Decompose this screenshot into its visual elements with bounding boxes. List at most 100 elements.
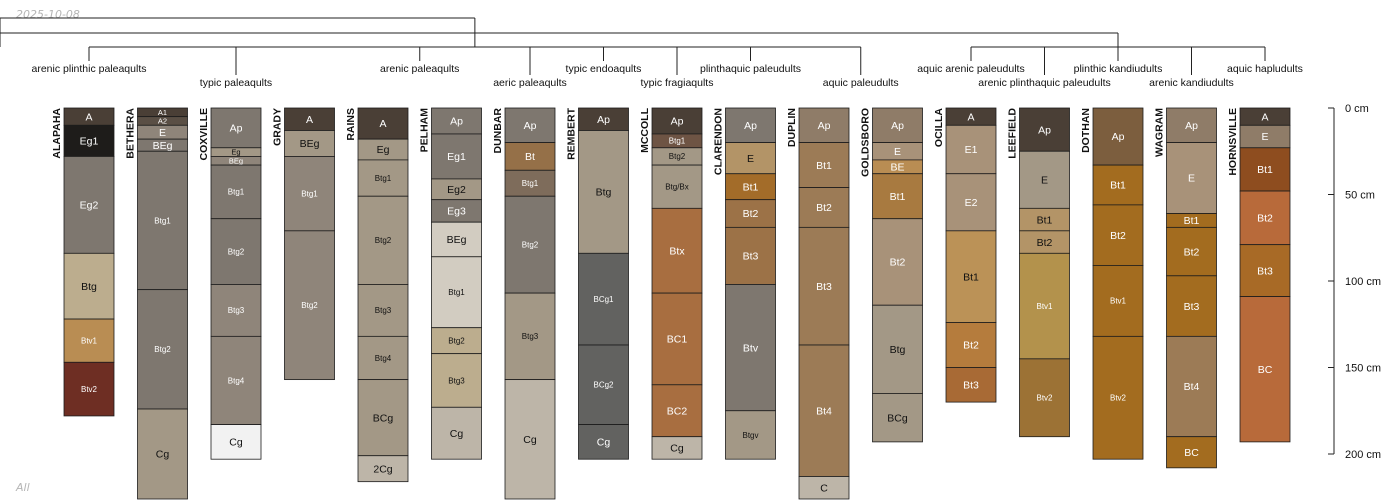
horizon-label: Bt2 [1110, 230, 1126, 242]
horizon-ap [651, 107, 703, 135]
horizon-label: Btg3 [448, 376, 465, 385]
profile-mccoll: Ap Btg1 Btg2 Btg/Bx Btx BC1 BC2 Cg MCCOLL [639, 107, 703, 460]
profile-name: ALAPAHA [51, 108, 63, 159]
horizon-label: Ap [450, 116, 463, 128]
profile-dothan: Ap Bt1 Bt2 Btv1 Btv2 DOTHAN [1080, 107, 1144, 460]
horizon-label: Btg1 [669, 137, 686, 146]
horizon-label: BEg [447, 234, 467, 246]
horizon-e [1019, 150, 1070, 209]
profile-name: HORNSVILLE [1227, 108, 1239, 176]
horizon-label: Btg2 [375, 236, 392, 245]
horizon-ap [1092, 107, 1144, 166]
horizon-btg3 [210, 284, 262, 337]
horizon-btg1 [357, 159, 409, 197]
dendrogram [0, 17, 1266, 75]
profile-name: DUPLIN [786, 108, 798, 147]
taxon-label-plinthaquic-paleudults: plinthaquic paleudults [700, 63, 801, 75]
horizon-label: Ap [671, 116, 684, 128]
horizon-label: Bt1 [816, 160, 832, 172]
depth-tick-label: 50 cm [1345, 190, 1375, 202]
horizon-label: Ap [230, 123, 243, 135]
horizon-ap [1019, 107, 1070, 152]
horizon-cg [137, 408, 188, 500]
horizon-btg2 [431, 327, 482, 355]
horizon-label: A [379, 118, 386, 130]
horizon-label: Cg [156, 449, 170, 461]
horizon-label: Btg3 [375, 306, 392, 315]
horizon-cg [578, 424, 629, 460]
horizon-btv [725, 284, 776, 412]
horizon-label: A1 [158, 108, 167, 117]
horizon-label: Btg1 [522, 179, 539, 188]
horizon-btv2 [1019, 358, 1070, 438]
horizon-cg [504, 379, 556, 500]
horizon-label: Cg [597, 437, 611, 449]
profile-name: COXVILLE [198, 108, 210, 161]
taxon-label-aquic-paleudults: aquic paleudults [823, 77, 899, 89]
taxon-label-aquic-hapludults: aquic hapludults [1227, 63, 1303, 75]
horizon-label: Btx [669, 245, 685, 257]
profile-name: MCCOLL [639, 107, 651, 152]
depth-axis: 0 cm 50 cm 100 cm 150 cm 200 cm [1328, 103, 1381, 461]
horizon-btg3 [431, 353, 482, 408]
horizon-label: Cg [670, 443, 684, 455]
horizon-bc [1166, 436, 1217, 469]
horizon-label: Bt3 [1257, 265, 1273, 277]
profile-name: OCILLA [933, 108, 945, 147]
horizon-label: Btv2 [81, 385, 98, 394]
profile-leefield: Ap E Bt1 Bt2 Btv1 Btv2 LEEFIELD [1007, 107, 1070, 438]
horizon-e [725, 142, 776, 175]
taxon-label-arenic-kandiudults: arenic kandiudults [1149, 77, 1234, 89]
horizon-beg [284, 130, 335, 157]
horizon-label: Ap [524, 120, 537, 132]
horizon-bt2 [872, 218, 923, 306]
horizon-btg2 [284, 230, 335, 381]
horizon-label: C [820, 482, 828, 494]
horizon-label: Btv1 [1110, 297, 1127, 306]
horizon-label: Eg [377, 144, 390, 156]
horizon-a [357, 107, 409, 140]
horizon-bt3 [945, 367, 997, 403]
horizon-label: Cg [229, 437, 243, 449]
horizon-bt2 [1092, 204, 1144, 266]
taxon-label-typic-endoaqults: typic endoaqults [566, 63, 642, 75]
horizon-label: BEg [153, 140, 173, 152]
profile-name: LEEFIELD [1007, 108, 1019, 159]
horizon-cg [210, 424, 262, 460]
horizon-bcg1 [578, 252, 629, 346]
horizon-btg4 [357, 335, 409, 381]
depth-tick-label: 150 cm [1345, 363, 1381, 375]
horizon-label: BC1 [667, 334, 688, 346]
horizon-label: E [1188, 173, 1195, 185]
horizon-bt1 [798, 142, 850, 188]
horizon-bt2 [798, 187, 850, 228]
horizon-label: Btg2 [448, 336, 465, 345]
horizon-label: Btg [890, 344, 906, 356]
horizon-label: Btg1 [228, 188, 245, 197]
horizon-label: E1 [965, 144, 978, 156]
horizon-btg1 [504, 169, 556, 197]
horizon-label: A [85, 111, 92, 123]
horizon-label: E [747, 153, 754, 165]
horizon-btx [651, 207, 703, 294]
horizon-bcg [357, 379, 409, 457]
horizon-btv1 [1092, 265, 1144, 337]
profile-ocilla: A E1 E2 Bt1 Bt2 Bt3 OCILLA [933, 108, 997, 403]
horizon-ap [504, 107, 556, 143]
horizon-label: Ap [1038, 124, 1051, 136]
horizon-eg1 [431, 133, 482, 180]
horizon-label: Btg2 [154, 345, 171, 354]
horizon-btv1 [1019, 252, 1070, 360]
horizon-label: Bt3 [1184, 301, 1200, 313]
horizon-label: Ap [818, 120, 831, 132]
horizon-bt1 [945, 230, 997, 323]
horizon-label: Ap [597, 114, 610, 126]
profile-name: WAGRAM [1154, 108, 1166, 157]
horizon-label: Eg2 [447, 184, 466, 196]
horizon-e [1166, 142, 1217, 214]
horizon-btg [578, 130, 629, 254]
horizon-bt3 [725, 226, 776, 285]
horizon-label: Btg3 [228, 306, 245, 315]
horizon-label: Btg3 [522, 332, 539, 341]
horizon-label: Bt1 [1037, 214, 1053, 226]
